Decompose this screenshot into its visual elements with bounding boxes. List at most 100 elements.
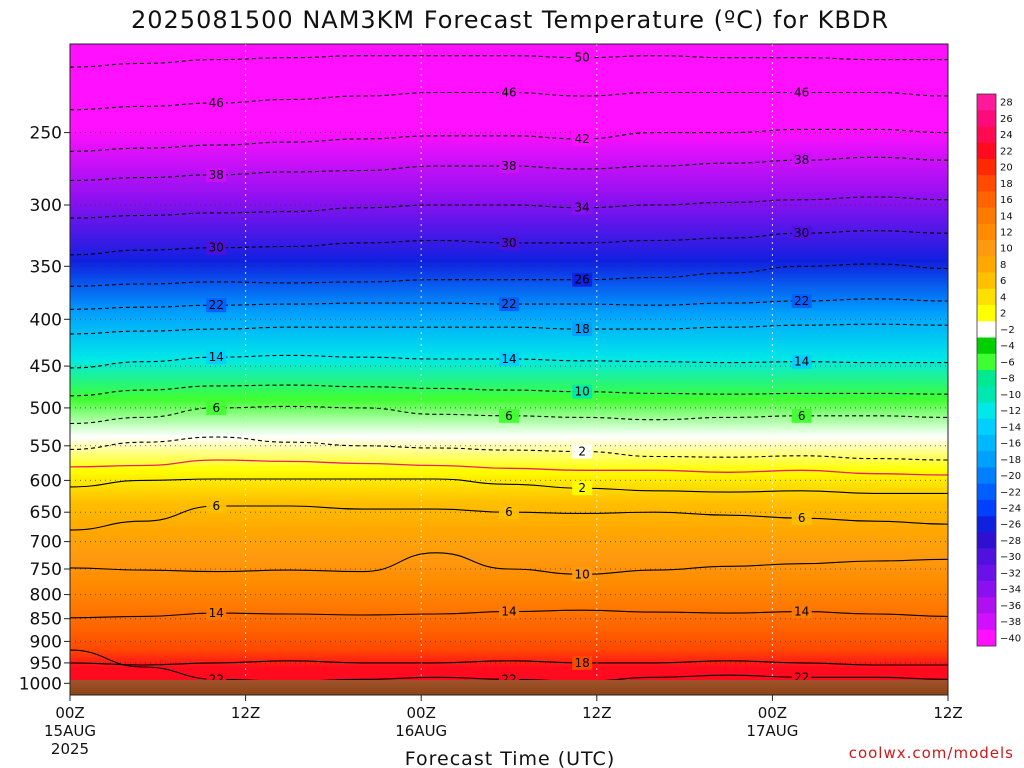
isotherm-label: 2	[572, 444, 593, 459]
isotherm-label-bg	[499, 408, 519, 423]
colorbar-label: 10	[1000, 244, 1013, 255]
isotherm-label-bg	[499, 235, 519, 250]
colorbar-label: 12	[1000, 228, 1013, 239]
isotherm-label-bg	[499, 352, 519, 366]
isotherm-label-bg	[206, 499, 227, 513]
isotherm-label-bg	[791, 85, 812, 100]
colorbar-swatch	[977, 370, 996, 387]
colorbar-label: 22	[1000, 146, 1013, 157]
isotherm-label-bg	[572, 50, 593, 65]
colorbar-label: −40	[1000, 633, 1021, 644]
isotherm-label-bg	[791, 294, 812, 308]
isotherm-label-text: 30	[794, 226, 809, 240]
colorbar-swatch	[977, 288, 996, 306]
isotherm-label-bg	[206, 240, 227, 255]
isotherm-label-text: 22	[794, 294, 809, 308]
isotherm-label: 6	[499, 408, 519, 423]
y-tick-label: 250	[30, 124, 62, 144]
isotherm-label-bg	[499, 604, 519, 619]
isotherm-label-bg	[572, 322, 593, 337]
isotherm-label-text: 46	[209, 96, 224, 110]
colorbar-swatch	[977, 207, 996, 225]
isotherm-label: 6	[791, 408, 812, 423]
colorbar-swatch	[977, 402, 996, 420]
x-axis-label: Forecast Time (UTC)	[405, 748, 615, 768]
colorbar-label: 20	[1000, 163, 1013, 174]
isotherm-label: 38	[206, 167, 227, 182]
isotherm-label: 6	[499, 505, 519, 520]
isotherm-label: 38	[791, 153, 812, 168]
colorbar-label: −10	[1000, 390, 1021, 401]
y-tick-label: 450	[30, 357, 62, 377]
colorbar-label: −6	[1000, 357, 1015, 368]
y-tick-label: 850	[30, 610, 62, 630]
isotherm-label-text: 6	[505, 505, 513, 519]
x-tick-date: 17AUG	[746, 722, 798, 740]
colorbar-swatch	[977, 110, 996, 127]
isotherm-label-text: 2	[578, 445, 586, 459]
isotherm-label-text: 30	[501, 236, 516, 250]
isotherm-label-bg	[206, 400, 227, 415]
isotherm-label-bg	[499, 85, 519, 100]
isotherm-label-text: 6	[212, 401, 220, 415]
colorbar-swatch	[977, 467, 996, 484]
colorbar-swatch	[977, 353, 996, 371]
isotherm-label: 10	[572, 384, 593, 399]
colorbar-swatch	[977, 126, 996, 144]
credit-text: coolwx.com/models	[849, 744, 1014, 762]
isotherm-label-bg	[499, 297, 519, 312]
isotherm-label: 46	[791, 85, 812, 100]
isotherm-label-text: 14	[794, 355, 809, 369]
isotherm-label-text: 50	[575, 51, 590, 65]
colorbar-swatch	[977, 418, 996, 436]
colorbar-label: −22	[1000, 487, 1021, 498]
isotherm-label-text: 14	[794, 605, 809, 619]
y-tick-label: 1000	[19, 674, 62, 694]
colorbar-label: −34	[1000, 585, 1021, 596]
colorbar-swatch	[977, 532, 996, 549]
isotherm-label-bg	[206, 350, 227, 365]
isotherm-label-bg	[572, 272, 593, 287]
isotherm-label-bg	[499, 159, 519, 174]
isotherm-label-text: 38	[209, 168, 224, 182]
x-tick-year: 2025	[51, 740, 89, 758]
isotherm-label-bg	[572, 384, 593, 399]
isotherm-label-text: 38	[794, 153, 809, 167]
ground-strip	[70, 680, 948, 695]
y-tick-label: 750	[30, 560, 62, 580]
colorbar-label: −2	[1000, 325, 1015, 336]
colorbar-swatch	[977, 597, 996, 614]
colorbar-label: 14	[1000, 211, 1013, 222]
isotherm-2	[69, 478, 948, 494]
colorbar-label: −8	[1000, 374, 1015, 385]
x-tick-date: 16AUG	[395, 722, 447, 740]
isotherm-label-bg	[499, 505, 519, 520]
isotherm-label-text: 6	[505, 409, 513, 423]
isotherm-label-text: 14	[209, 606, 224, 620]
y-tick-label: 800	[30, 586, 62, 606]
isotherm-label: 46	[206, 96, 227, 110]
isotherm-label: 38	[499, 159, 519, 174]
colorbar-label: 8	[1000, 260, 1006, 271]
colorbar-label: −26	[1000, 520, 1021, 531]
colorbar-swatch	[977, 613, 996, 631]
y-tick-label: 300	[30, 196, 62, 216]
colorbar-swatch	[977, 516, 996, 533]
isotherm-label: 30	[206, 240, 227, 255]
isotherm-label-bg	[572, 481, 593, 496]
isotherm-label: 10	[572, 567, 593, 582]
colorbar-label: 6	[1000, 276, 1006, 287]
chart-title: 2025081500 NAM3KM Forecast Temperature (…	[131, 6, 889, 34]
colorbar-swatch	[977, 175, 996, 192]
isotherm-label-text: 10	[575, 567, 590, 581]
isotherm-label-text: 38	[501, 159, 516, 173]
colorbar-swatch	[977, 629, 996, 647]
colorbar-swatch	[977, 321, 996, 338]
colorbar-swatch	[977, 499, 996, 517]
isotherm-label-text: 18	[575, 322, 590, 336]
x-tick-label: 00Z	[758, 704, 787, 722]
y-tick-label: 550	[30, 437, 62, 457]
y-tick-label: 350	[30, 257, 62, 277]
